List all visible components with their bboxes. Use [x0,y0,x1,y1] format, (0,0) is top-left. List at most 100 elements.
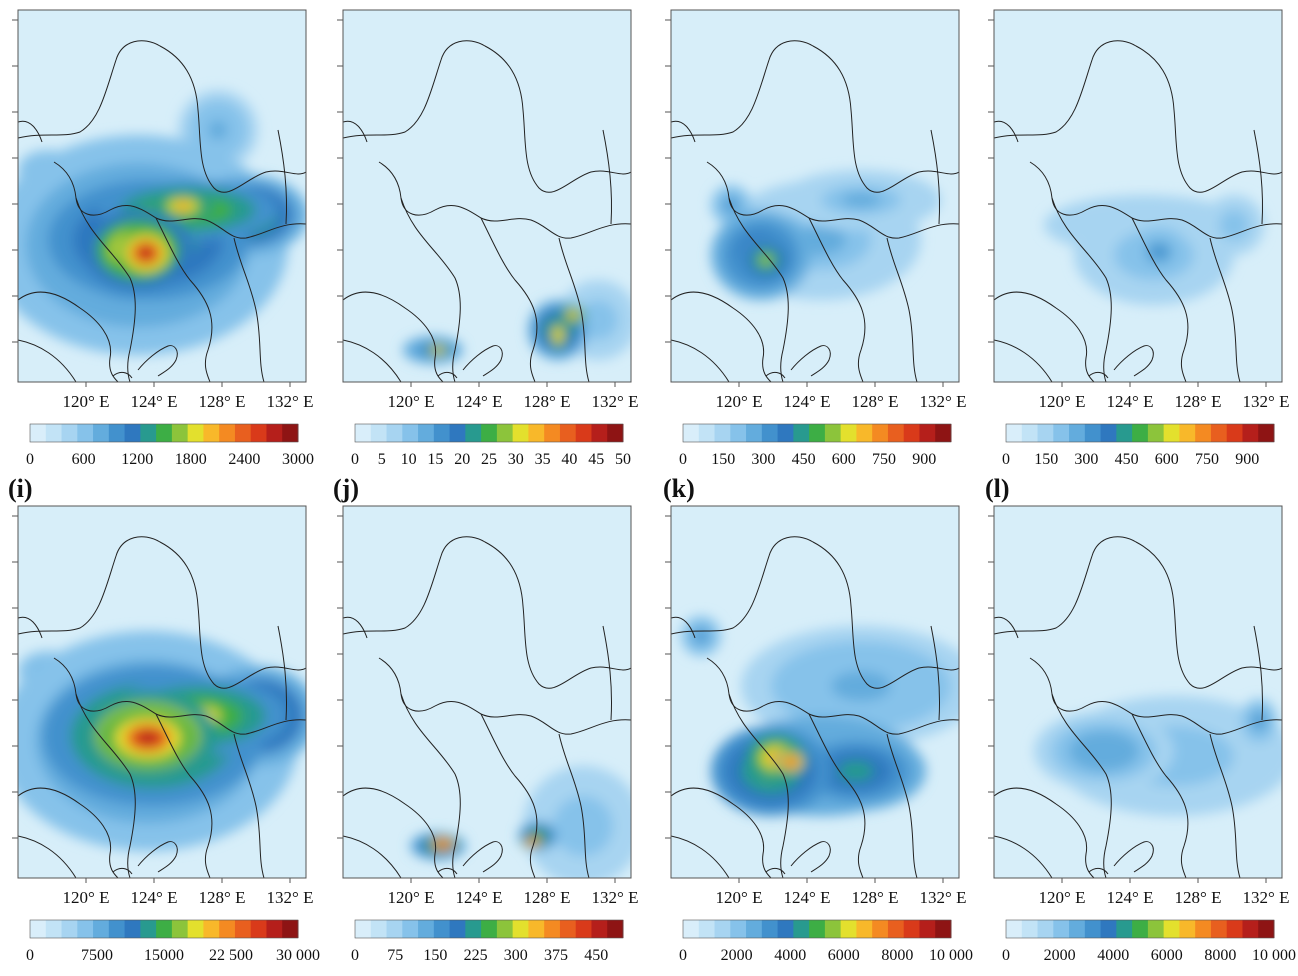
boundary-line [18,40,306,193]
boundary-line [671,536,959,689]
colorbar-tick-label: 0 [351,947,359,964]
colorbar-swatch [402,920,419,938]
colorbar-swatch [219,424,236,442]
lon-tick-label: 120° E [716,392,763,411]
colorbar-swatch [45,424,63,442]
colorbar-swatch [1116,424,1133,442]
boundary-line [400,693,461,878]
colorbar-swatch [140,424,157,442]
boundary-line [343,835,402,878]
boundary-line [1131,713,1189,878]
colorbar-tick-label: 150 [1034,451,1058,468]
colorbar-swatch [1179,920,1196,938]
colorbar-tick-label: 450 [584,947,608,964]
field-contour [568,811,598,841]
boundary-line [808,713,866,878]
colorbar-swatch [683,424,700,442]
colorbar-swatch [386,920,403,938]
boundary-line [137,841,178,873]
colorbar-swatch [481,920,498,938]
colorbar-tick-label: 15000 [144,947,184,964]
lon-tick-label: 128° E [199,392,246,411]
colorbar-swatch [698,920,716,938]
panel-label-k: (k) [663,474,695,503]
colorbar-swatch [266,424,283,442]
boundary-line [1209,733,1241,878]
colorbar-swatch [919,920,936,938]
field-contour [1226,217,1242,233]
field-contour [1086,741,1122,761]
boundary-line [18,291,119,382]
map-panel-svg: 120° E 124° E 128° E 132° E 0 2000 4000 6000 800… [665,505,973,964]
lon-tick-label: 124° E [131,392,178,411]
boundary-line [728,197,789,382]
colorbar-tick-label: 0 [679,451,687,468]
colorbar-tick-label: 35 [535,451,551,468]
boundary-line [437,371,458,379]
lon-tick-label: 124° E [784,392,831,411]
colorbar-swatch [1242,920,1259,938]
colorbar-swatch [1053,920,1070,938]
colorbar-swatch [266,920,283,938]
colorbar-swatch [1226,424,1243,442]
panel-label-i: (i) [8,474,33,503]
colorbar-swatch [607,920,624,938]
colorbar-tick-label: 25 [481,451,497,468]
colorbar-frame [682,919,952,939]
colorbar-swatch [1195,920,1212,938]
colorbar-swatch [935,920,952,938]
colorbar-swatch [449,424,466,442]
boundary-line [277,129,288,225]
colorbar-swatch [1179,424,1196,442]
boundary-line [1131,217,1189,382]
boundary-line [765,867,786,875]
map-frame [342,9,632,383]
colorbar-swatch [1084,920,1102,938]
colorbar-swatch [171,424,189,442]
map-background [994,506,1282,878]
colorbar-swatch [824,920,842,938]
field-contour [831,671,891,701]
boundary-line [18,616,43,639]
boundary-line [18,120,43,143]
boundary-line [1051,693,1112,878]
colorbar-swatch [887,920,905,938]
colorbar-swatch [730,424,747,442]
boundary-line [343,339,402,382]
colorbar-swatch [418,920,435,938]
colorbar-tick-label: 0 [1002,451,1010,468]
boundary-line [930,129,941,225]
colorbar-swatch [512,920,529,938]
map-panel-svg: 120° E 124° E 128° E 132° E 0 7500 15000 22 500… [12,505,320,964]
map-frame [670,505,960,879]
colorbar-swatch [824,424,842,442]
boundary-line [462,841,503,873]
colorbar-swatch [1195,424,1212,442]
boundary-line [343,536,631,689]
colorbar-swatch [124,424,141,442]
boundary-line [155,713,213,878]
lon-tick-label: 124° E [456,392,503,411]
colorbar-swatch [777,920,794,938]
colorbar-tick-label: 600 [832,451,856,468]
colorbar-swatch [187,920,204,938]
boundary-line [343,120,368,143]
colorbar-swatch [1147,920,1165,938]
boundary-line [1051,197,1112,382]
boundary-line [75,197,136,382]
boundary-line [558,237,590,382]
colorbar-tick-label: 0 [1002,947,1010,964]
colorbar-tick-label: 22 500 [209,947,253,964]
boundary-line [994,536,1282,689]
map-frame [17,505,307,879]
colorbar-swatch [730,920,747,938]
lon-tick-label: 120° E [716,888,763,907]
field-contour [175,202,191,210]
lon-tick-label: 128° E [1175,392,1222,411]
colorbar-tick-label: 150 [423,947,447,964]
colorbar-swatch [433,920,451,938]
colorbar-tick-label: 8000 [881,947,913,964]
field-contour [555,330,561,340]
boundary-line [808,217,866,382]
lon-tick-label: 132° E [1243,392,1290,411]
